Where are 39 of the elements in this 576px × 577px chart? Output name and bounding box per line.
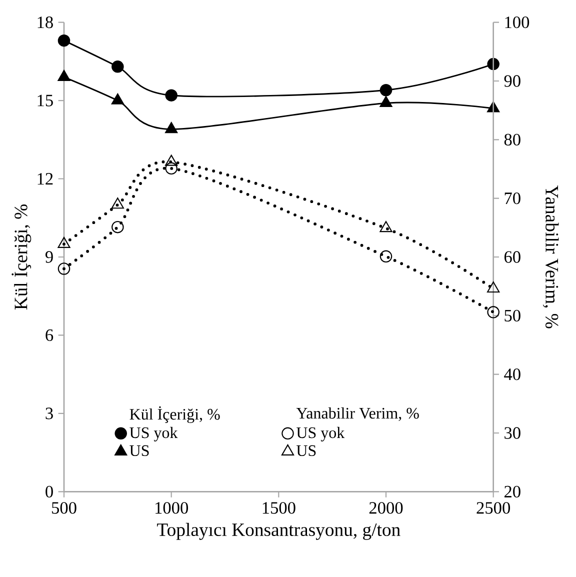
- point: [58, 236, 70, 248]
- point: [487, 281, 500, 293]
- x-tick-label: 500: [52, 502, 76, 514]
- y-axis-title: Kül İçeriği, %: [12, 204, 32, 310]
- point: [112, 220, 124, 234]
- annotation: Kül İçeriği, %: [130, 406, 220, 423]
- y2-tick-label: 50: [504, 310, 520, 322]
- y2-tick-label: 80: [504, 134, 520, 146]
- x-tick-label: 2500: [476, 502, 510, 514]
- point: [58, 262, 70, 275]
- point: [380, 250, 392, 263]
- point: [380, 221, 392, 232]
- point: [111, 198, 124, 209]
- legend-label: US: [130, 445, 149, 456]
- y-tick-label: 6: [46, 329, 54, 342]
- annotation: Yanabilir Verim, %: [296, 407, 419, 421]
- y2-tick-label: 30: [504, 427, 520, 439]
- y2-tick-label: 90: [504, 75, 520, 87]
- x-axis-title: Toplayıcı Konsantrasyonu, g/ton: [157, 522, 400, 540]
- y2-tick-label: 100: [505, 16, 530, 28]
- point: [487, 306, 500, 318]
- point: [165, 154, 178, 166]
- y2-tick-label: 70: [504, 192, 520, 204]
- x-tick-label: 1500: [262, 502, 296, 514]
- y-tick-label: 3: [46, 408, 53, 420]
- legend-label: US yok: [130, 426, 178, 442]
- y-tick-label: 0: [46, 486, 53, 498]
- y-tick-label: 12: [38, 173, 53, 185]
- x-tick-label: 1000: [156, 502, 188, 514]
- legend-label: US: [296, 445, 316, 456]
- y2-tick-label: 40: [504, 368, 520, 380]
- y2-axis-title: Yanabilir Verim, %: [542, 185, 559, 328]
- y-tick-label: 15: [38, 94, 53, 106]
- legend-label: US yok: [296, 426, 345, 442]
- x-tick-label: 2000: [369, 502, 403, 514]
- y2-tick-label: 60: [504, 251, 520, 263]
- y-tick-label: 18: [38, 16, 53, 28]
- y-tick-label: 9: [45, 251, 53, 263]
- y2-tick-label: 20: [504, 486, 520, 498]
